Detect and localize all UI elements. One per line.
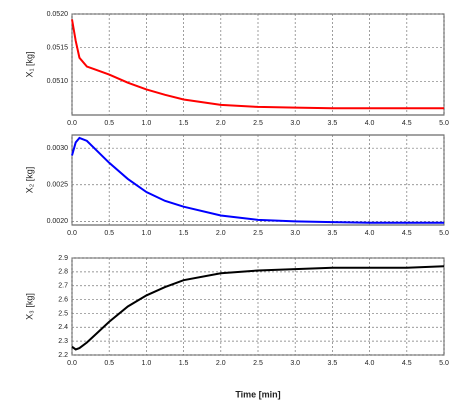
- y-tick-label: 0.0030: [47, 145, 69, 152]
- x-tick-label: 1.5: [179, 360, 189, 367]
- x-tick-label: 4.0: [365, 230, 375, 237]
- x-tick-label: 0.0: [67, 120, 77, 127]
- x-tick-label: 1.0: [142, 360, 152, 367]
- y-tick-label: 2.6: [58, 296, 68, 303]
- x-tick-label: 1.0: [142, 120, 152, 127]
- x-axis-label: Time [min]: [235, 389, 280, 399]
- x-tick-label: 4.0: [365, 360, 375, 367]
- x-tick-label: 3.5: [328, 360, 338, 367]
- x-tick-label: 4.5: [402, 120, 412, 127]
- x-tick-label: 5.0: [439, 360, 449, 367]
- x-tick-label: 5.0: [439, 230, 449, 237]
- x-tick-label: 4.0: [365, 120, 375, 127]
- y-tick-label: 0.0515: [47, 45, 69, 52]
- x-tick-label: 0.0: [67, 360, 77, 367]
- y-tick-label: 0.0510: [47, 78, 69, 85]
- y-tick-label: 2.7: [58, 283, 68, 290]
- x-tick-label: 4.5: [402, 230, 412, 237]
- x-tick-label: 3.0: [290, 230, 300, 237]
- x-tick-label: 1.5: [179, 120, 189, 127]
- data-line: [71, 19, 444, 110]
- x-tick-label: 3.0: [290, 360, 300, 367]
- x-tick-label: 2.0: [216, 230, 226, 237]
- y-tick-label: 0.0025: [47, 182, 69, 189]
- x-tick-label: 0.5: [104, 230, 114, 237]
- y-axis-label: X₃ [kg]: [24, 293, 34, 320]
- y-tick-label: 2.5: [58, 310, 68, 317]
- y-axis-label: X₁ [kg]: [24, 51, 34, 77]
- x-tick-label: 3.5: [328, 230, 338, 237]
- x-tick-label: 0.0: [67, 230, 77, 237]
- x-tick-label: 0.5: [104, 360, 114, 367]
- y-tick-label: 0.0020: [47, 218, 69, 225]
- x-tick-label: 0.5: [104, 120, 114, 127]
- x-tick-label: 4.5: [402, 360, 412, 367]
- x-tick-label: 2.0: [216, 120, 226, 127]
- y-tick-label: 0.0520: [47, 11, 69, 18]
- y-tick-label: 2.4: [58, 324, 68, 331]
- x-tick-label: 3.0: [290, 120, 300, 127]
- x-tick-label: 3.5: [328, 120, 338, 127]
- data-line: [71, 136, 444, 224]
- data-line: [71, 265, 445, 351]
- y-axis-label: X₂ [kg]: [24, 167, 34, 194]
- x-tick-label: 1.5: [179, 230, 189, 237]
- y-tick-label: 2.2: [58, 352, 68, 359]
- y-tick-label: 2.3: [58, 338, 68, 345]
- x-tick-label: 2.0: [216, 360, 226, 367]
- x-tick-label: 1.0: [142, 230, 152, 237]
- y-tick-label: 2.9: [58, 255, 68, 262]
- x-tick-label: 2.5: [253, 360, 263, 367]
- y-tick-label: 2.8: [58, 269, 68, 276]
- x-tick-label: 2.5: [253, 120, 263, 127]
- x-tick-label: 5.0: [439, 120, 449, 127]
- x-tick-label: 2.5: [253, 230, 263, 237]
